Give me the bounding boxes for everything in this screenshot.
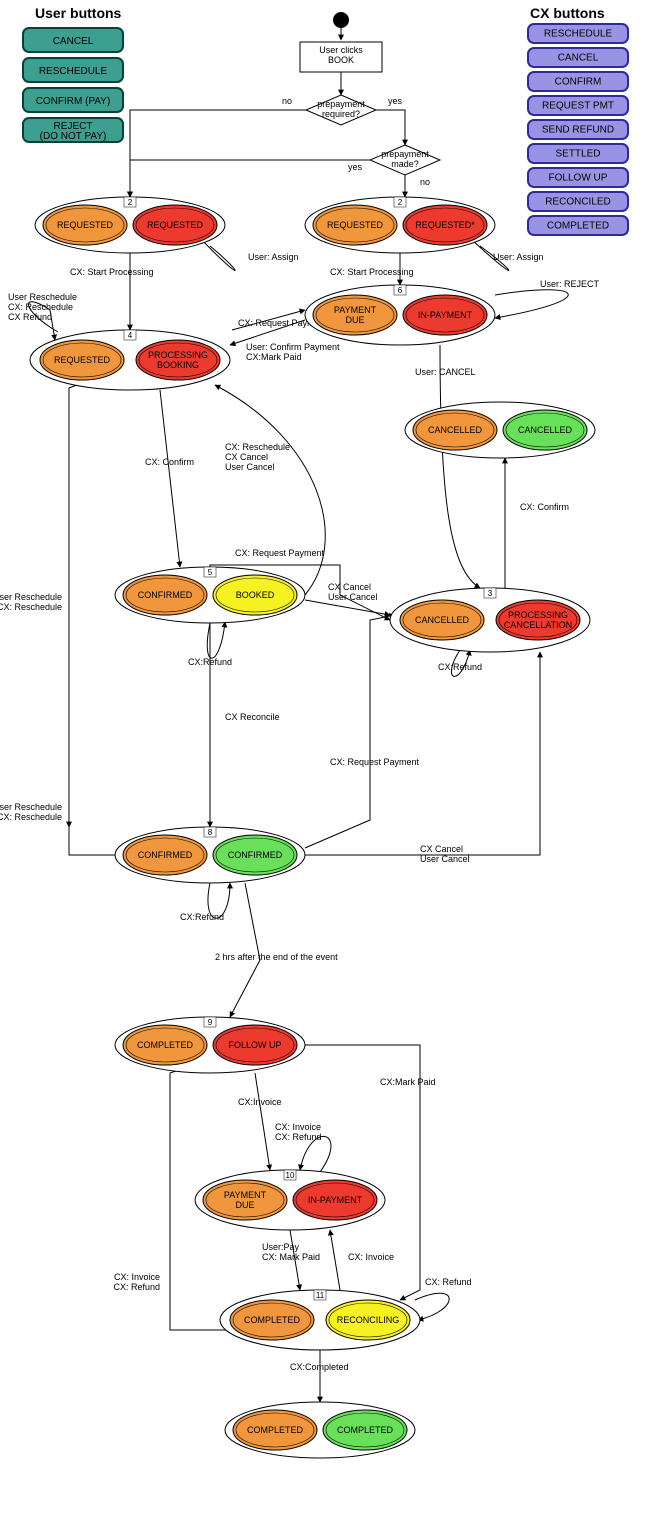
- edge-label: User: Assign: [493, 252, 544, 262]
- state-badge: 2: [398, 198, 403, 207]
- edge-label: CX: InvoiceCX: Refund: [275, 1122, 322, 1142]
- edge-label: CX: Invoice: [348, 1252, 394, 1262]
- svg-text:prepaymentrequired?: prepaymentrequired?: [317, 99, 365, 119]
- edge-label: User RescheduleCX: RescheduleCX Refund: [8, 292, 77, 322]
- cx-button-label: SEND REFUND: [542, 125, 614, 136]
- edge: [415, 1293, 449, 1320]
- svg-text:PROCESSINGCANCELLATION: PROCESSINGCANCELLATION: [504, 610, 572, 630]
- cx-button-label: RECONCILED: [545, 197, 611, 208]
- edge: [160, 390, 180, 567]
- svg-text:IN-PAYMENT: IN-PAYMENT: [418, 310, 473, 320]
- edge-label: CX: Start Processing: [330, 267, 414, 277]
- cx-button-label: COMPLETED: [547, 221, 609, 232]
- svg-text:REQUESTED: REQUESTED: [327, 220, 384, 230]
- edge-label: CX CancelUser Cancel: [420, 844, 470, 864]
- edge: [305, 615, 395, 848]
- edge-label: User RescheduleCX: Reschedule: [0, 592, 62, 612]
- edge: [376, 110, 405, 145]
- svg-text:COMPLETED: COMPLETED: [247, 1425, 304, 1435]
- state-badge: 6: [398, 286, 403, 295]
- state-badge: 8: [208, 828, 213, 837]
- edge-label: CX: Confirm: [520, 502, 569, 512]
- edge-label: yes: [348, 162, 363, 172]
- svg-text:CONFIRMED: CONFIRMED: [138, 590, 193, 600]
- edge-label: CX: Refund: [425, 1277, 472, 1287]
- edge-label: no: [420, 177, 430, 187]
- edge-label: CX:Invoice: [238, 1097, 282, 1107]
- svg-text:IN-PAYMENT: IN-PAYMENT: [308, 1195, 363, 1205]
- svg-text:PROCESSINGBOOKING: PROCESSINGBOOKING: [148, 350, 208, 370]
- cx-button-label: FOLLOW UP: [549, 173, 608, 184]
- svg-text:CANCEL: CANCEL: [53, 36, 94, 47]
- edge-label: CX:Mark Paid: [380, 1077, 436, 1087]
- edge-label: CX CancelUser Cancel: [328, 582, 378, 602]
- svg-text:REQUESTED: REQUESTED: [147, 220, 204, 230]
- cx-buttons-title: CX buttons: [530, 5, 605, 21]
- cx-button-label: CANCEL: [558, 53, 599, 64]
- state-badge: 3: [488, 589, 493, 598]
- user-buttons-title: User buttons: [35, 5, 122, 21]
- svg-text:CONFIRM (PAY): CONFIRM (PAY): [36, 96, 111, 107]
- edge: [305, 652, 540, 855]
- edge-label: no: [282, 96, 292, 106]
- edge-label: CX:Refund: [180, 912, 224, 922]
- edge-label: User RescheduleCX: Reschedule: [0, 802, 62, 822]
- svg-text:REQUESTED: REQUESTED: [54, 355, 111, 365]
- state-badge: 9: [208, 1018, 213, 1027]
- state-badge: 4: [128, 331, 133, 340]
- edge: [255, 1073, 270, 1170]
- edge-label: User: Assign: [248, 252, 299, 262]
- svg-text:RESCHEDULE: RESCHEDULE: [39, 66, 108, 77]
- svg-text:CANCELLED: CANCELLED: [428, 425, 483, 435]
- cx-button-label: SETTLED: [555, 149, 600, 160]
- svg-text:BOOKED: BOOKED: [236, 590, 275, 600]
- edge-label: User: CANCEL: [415, 367, 476, 377]
- svg-text:CONFIRMED: CONFIRMED: [138, 850, 193, 860]
- edge: [200, 238, 235, 271]
- edge: [230, 883, 260, 1017]
- state-badge: 2: [128, 198, 133, 207]
- edge: [330, 1230, 340, 1290]
- edge: [130, 160, 370, 197]
- edge: [305, 600, 390, 615]
- svg-text:COMPLETED: COMPLETED: [337, 1425, 394, 1435]
- edge: [130, 110, 306, 197]
- cx-button-label: RESCHEDULE: [544, 29, 613, 40]
- svg-text:COMPLETED: COMPLETED: [137, 1040, 194, 1050]
- svg-text:RECONCILING: RECONCILING: [337, 1315, 400, 1325]
- cx-button-label: CONFIRM: [555, 77, 602, 88]
- edge-label: User: REJECT: [540, 279, 600, 289]
- edge-label: CX Reconcile: [225, 712, 280, 722]
- edge-label: CX: Start Processing: [70, 267, 154, 277]
- svg-text:COMPLETED: COMPLETED: [244, 1315, 301, 1325]
- svg-text:REQUESTED*: REQUESTED*: [415, 220, 475, 230]
- svg-text:REQUESTED: REQUESTED: [57, 220, 114, 230]
- edge-label: CX:Completed: [290, 1362, 349, 1372]
- edge: [69, 380, 115, 855]
- cx-button-label: REQUEST PMT: [542, 101, 614, 112]
- edge: [440, 345, 480, 588]
- svg-text:CANCELLED: CANCELLED: [518, 425, 573, 435]
- edge-label: 2 hrs after the end of the event: [215, 952, 338, 962]
- edge-label: yes: [388, 96, 403, 106]
- start-node: [333, 12, 349, 28]
- edge-label: CX: InvoiceCX: Refund: [113, 1272, 160, 1292]
- svg-text:CONFIRMED: CONFIRMED: [228, 850, 283, 860]
- state-badge: 11: [316, 1291, 325, 1300]
- state-badge: 5: [208, 568, 213, 577]
- edge-label: CX: Confirm: [145, 457, 194, 467]
- edge-label: CX: Request Payment: [235, 548, 325, 558]
- edge: [495, 290, 568, 318]
- edge-label: CX: Request Payment: [330, 757, 420, 767]
- edge-label: User: Confirm PaymentCX:Mark Paid: [246, 342, 340, 362]
- edge-label: User:PayCX: Mark Paid: [262, 1242, 320, 1262]
- svg-text:FOLLOW UP: FOLLOW UP: [228, 1040, 281, 1050]
- svg-text:CANCELLED: CANCELLED: [415, 615, 470, 625]
- edge-label: CX:Refund: [438, 662, 482, 672]
- edge: [215, 385, 325, 595]
- state-badge: 10: [286, 1171, 295, 1180]
- edge-label: CX: RescheduleCX CancelUser Cancel: [225, 442, 290, 472]
